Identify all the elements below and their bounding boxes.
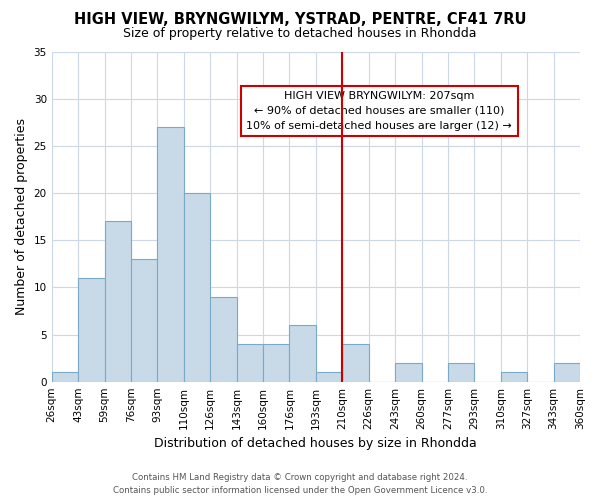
Text: Contains HM Land Registry data © Crown copyright and database right 2024.
Contai: Contains HM Land Registry data © Crown c… bbox=[113, 474, 487, 495]
Bar bbox=[210, 297, 236, 382]
Bar bbox=[104, 222, 131, 382]
Bar bbox=[52, 372, 78, 382]
Bar bbox=[131, 259, 157, 382]
Bar bbox=[316, 372, 342, 382]
Bar bbox=[448, 363, 475, 382]
Bar bbox=[184, 193, 210, 382]
Y-axis label: Number of detached properties: Number of detached properties bbox=[15, 118, 28, 315]
Bar bbox=[554, 363, 580, 382]
Bar bbox=[289, 325, 316, 382]
Text: HIGH VIEW, BRYNGWILYM, YSTRAD, PENTRE, CF41 7RU: HIGH VIEW, BRYNGWILYM, YSTRAD, PENTRE, C… bbox=[74, 12, 526, 28]
Bar bbox=[236, 344, 263, 382]
Bar bbox=[78, 278, 104, 382]
Text: Size of property relative to detached houses in Rhondda: Size of property relative to detached ho… bbox=[123, 28, 477, 40]
Bar bbox=[395, 363, 421, 382]
X-axis label: Distribution of detached houses by size in Rhondda: Distribution of detached houses by size … bbox=[154, 437, 477, 450]
Bar bbox=[157, 127, 184, 382]
Text: HIGH VIEW BRYNGWILYM: 207sqm
← 90% of detached houses are smaller (110)
10% of s: HIGH VIEW BRYNGWILYM: 207sqm ← 90% of de… bbox=[247, 91, 512, 130]
Bar bbox=[263, 344, 289, 382]
Bar bbox=[342, 344, 368, 382]
Bar bbox=[501, 372, 527, 382]
